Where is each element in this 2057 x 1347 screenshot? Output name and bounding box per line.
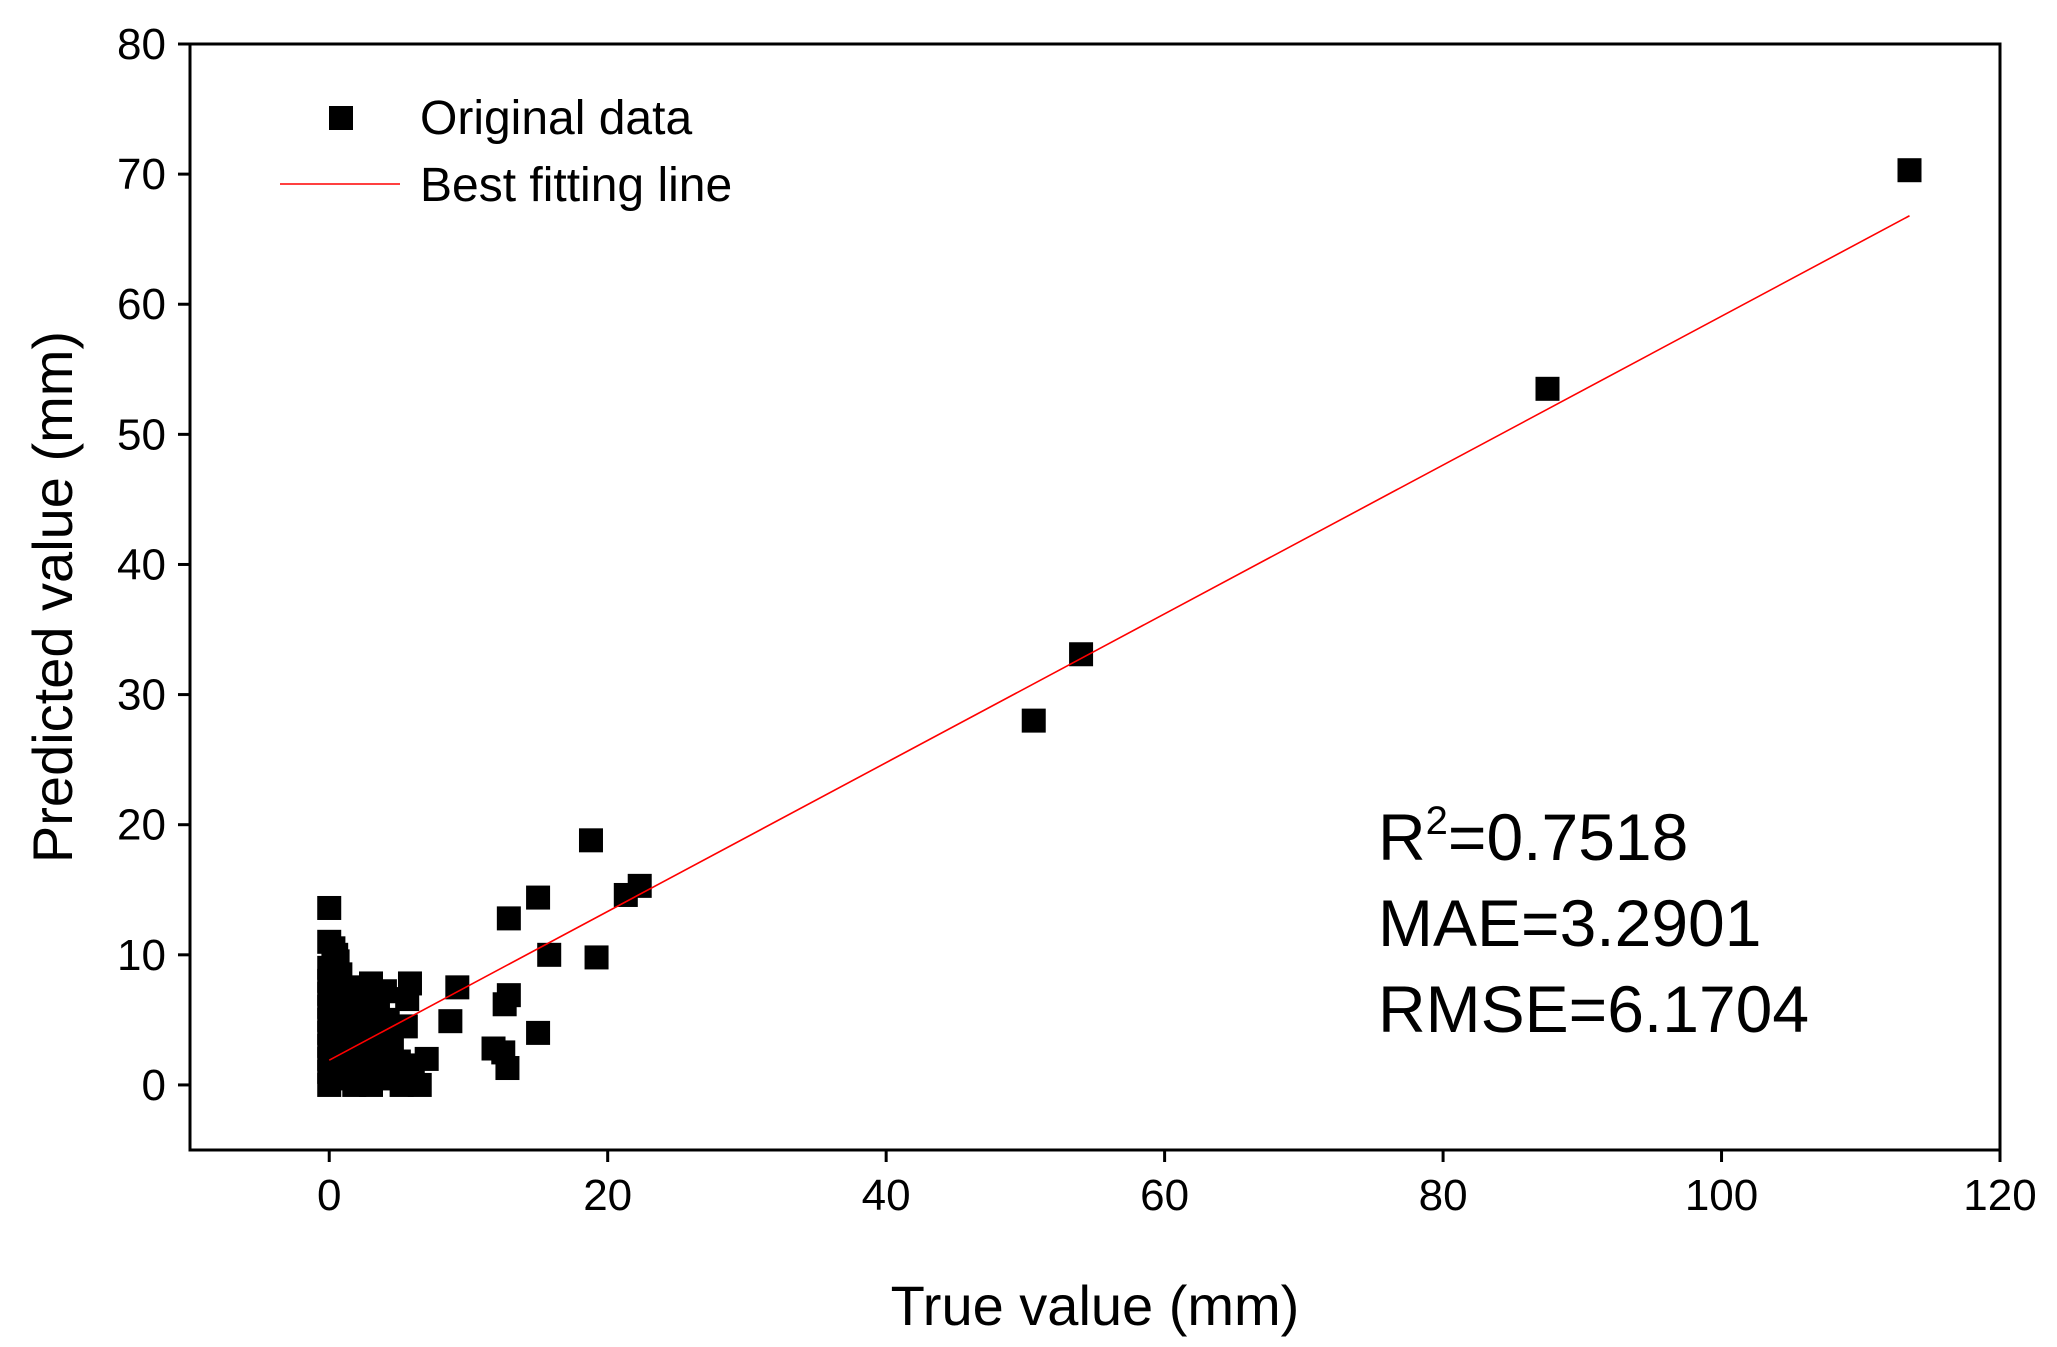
legend-label-best-fitting-line: Best fitting line <box>420 159 732 212</box>
data-point <box>407 1072 432 1097</box>
statistics-annotation: R2=0.7518 MAE=3.2901 RMSE=6.1704 <box>1378 799 1809 1046</box>
y-tick-label: 60 <box>117 280 166 329</box>
r-squared-text: R2=0.7518 <box>1378 799 1688 874</box>
y-tick-label: 20 <box>117 801 166 850</box>
y-tick-label: 70 <box>117 150 166 199</box>
x-tick-label: 20 <box>583 1171 632 1220</box>
data-point <box>526 885 551 910</box>
r-squared-label: R <box>1378 800 1426 874</box>
ticks-layer: 0 20 40 60 80 100 120 0 10 20 30 40 50 60 70 80 <box>117 20 2037 1220</box>
data-point <box>578 828 603 853</box>
legend-label-original-data: Original data <box>420 92 692 145</box>
points-layer <box>317 158 1922 1097</box>
legend: Original data Best fitting line <box>280 92 732 212</box>
data-point <box>414 1046 439 1071</box>
y-tick-label: 0 <box>142 1061 166 1110</box>
x-tick-label: 120 <box>1963 1171 2036 1220</box>
data-point <box>496 906 521 931</box>
data-point <box>317 895 342 920</box>
y-tick-label: 50 <box>117 410 166 459</box>
y-axis-title: Predicted value (mm) <box>21 331 84 863</box>
y-tick-label: 80 <box>117 20 166 69</box>
data-point <box>526 1020 551 1045</box>
data-point <box>584 945 609 970</box>
x-axis-title: True value (mm) <box>891 1274 1300 1337</box>
data-point <box>1021 708 1046 733</box>
data-point <box>496 983 521 1008</box>
x-tick-label: 80 <box>1419 1171 1468 1220</box>
x-tick-label: 60 <box>1140 1171 1189 1220</box>
data-point <box>324 1014 349 1039</box>
x-tick-label: 100 <box>1685 1171 1758 1220</box>
data-point <box>359 1072 383 1097</box>
r-squared-superscript: 2 <box>1426 799 1448 843</box>
data-point <box>1897 158 1922 183</box>
y-tick-label: 40 <box>117 540 166 589</box>
x-tick-label: 40 <box>862 1171 911 1220</box>
rmse-text: RMSE=6.1704 <box>1378 972 1809 1046</box>
plot-frame <box>188 42 2002 1152</box>
data-point <box>1535 376 1560 401</box>
data-point <box>372 979 397 1004</box>
r-squared-value: =0.7518 <box>1448 800 1688 874</box>
data-point <box>393 1014 418 1039</box>
data-point <box>395 987 420 1012</box>
x-tick-label: 0 <box>317 1171 341 1220</box>
best-fit-line <box>328 215 1910 1061</box>
legend-marker-square <box>329 106 353 130</box>
data-point <box>438 1009 463 1034</box>
mae-text: MAE=3.2901 <box>1378 886 1761 960</box>
y-tick-label: 10 <box>117 931 166 980</box>
y-tick-label: 30 <box>117 671 166 720</box>
data-point <box>495 1056 520 1081</box>
